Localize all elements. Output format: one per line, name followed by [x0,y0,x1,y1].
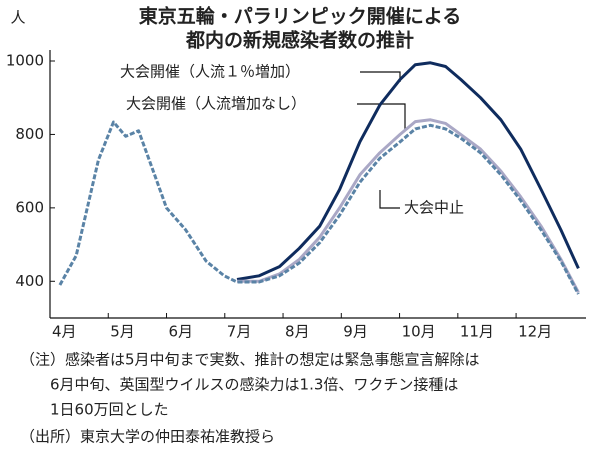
series-label: 大会中止 [404,199,464,217]
y-axis-label: 人 [10,9,25,27]
x-tick-label: 8月 [285,323,310,341]
note: （注）感染者は5月中旬まで実数、推計の想定は緊急事態宣言解除は [20,351,480,369]
x-tick-label: 11月 [460,323,494,341]
series-label: 大会開催（人流増加なし） [126,95,306,113]
leader-line [357,103,406,130]
y-tick-label: 400 [15,272,44,290]
note: 1日60万回とした [50,401,169,419]
x-tick-label: 7月 [227,323,252,341]
y-tick-label: 1000 [6,52,44,70]
y-tick-label: 600 [15,198,44,216]
y-tick-label: 800 [15,125,44,143]
leader-line [379,190,400,209]
series-line [237,118,580,294]
series-line [236,61,580,281]
series-line [58,120,580,295]
x-tick-label: 10月 [402,323,436,341]
x-tick-label: 12月 [518,323,552,341]
chart-title: 都内の新規感染者数の推計 [185,29,414,52]
x-tick-label: 6月 [169,323,194,341]
series-label: 大会開催（人流１％増加） [120,63,300,81]
source: （出所）東京大学の仲田泰祐准教授ら [20,428,275,446]
x-tick-label: 5月 [110,323,135,341]
x-tick-label: 4月 [52,323,77,341]
chart-title: 東京五輪・パラリンピック開催による [139,5,461,28]
note: 6月中旬、英国型ウイルスの感染力は1.3倍、ワクチン接種は [50,376,458,394]
x-tick-label: 9月 [343,323,368,341]
leader-line [360,71,401,82]
